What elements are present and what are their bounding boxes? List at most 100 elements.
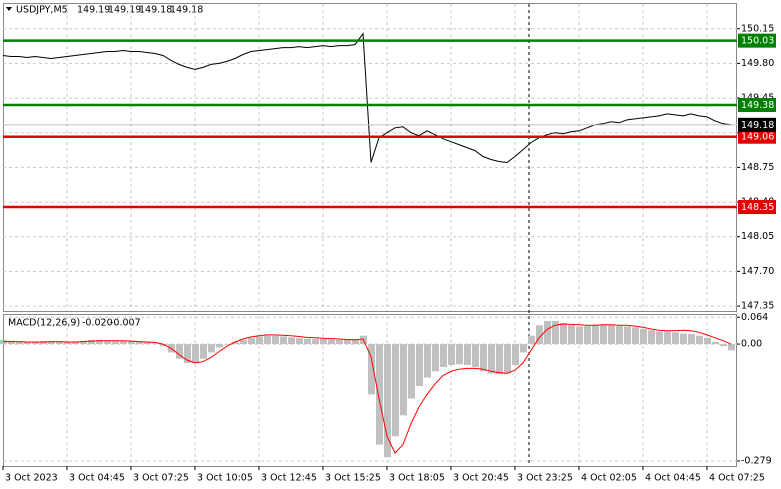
histogram-bar <box>504 344 511 374</box>
histogram-bar <box>584 326 591 345</box>
level-label-box <box>738 129 776 144</box>
histogram-bar <box>40 341 47 345</box>
low: 149.18 <box>139 5 172 16</box>
price-line <box>2 32 732 164</box>
histogram-bar <box>8 340 15 345</box>
x-tick-label: 3 Oct 12:45 <box>261 473 317 484</box>
histogram-bar <box>328 339 335 345</box>
histogram-bar <box>392 344 399 437</box>
y-tick-label: 149.80 <box>741 58 774 69</box>
histogram-bar <box>632 327 639 345</box>
histogram-bar <box>560 323 567 345</box>
histogram-bar <box>32 341 39 345</box>
x-tick-label: 4 Oct 02:05 <box>581 473 637 484</box>
histogram-bar <box>448 344 455 366</box>
level-label-box <box>738 33 776 48</box>
x-tick-label: 3 Oct 23:25 <box>517 473 573 484</box>
histogram-bar <box>440 344 447 368</box>
histogram-bar <box>64 342 71 345</box>
y-tick-label: 147.35 <box>741 301 774 312</box>
histogram-bar <box>264 335 271 345</box>
macd-reading: -0.020 <box>82 318 113 329</box>
y-tick-label: 148.75 <box>741 162 774 173</box>
histogram-bar <box>160 344 167 347</box>
histogram-bar <box>104 340 111 345</box>
histogram-bar <box>568 325 575 345</box>
histogram-bar <box>488 344 495 374</box>
histogram-bar <box>280 336 287 345</box>
histogram-bar <box>624 326 631 345</box>
histogram-bar <box>648 330 655 345</box>
histogram-bar <box>616 326 623 345</box>
histogram-bar <box>672 332 679 345</box>
histogram-bar <box>408 344 415 399</box>
histogram-bar <box>88 339 95 345</box>
histogram-bar <box>704 337 711 345</box>
histogram-bar <box>528 335 535 345</box>
histogram-bar <box>120 341 127 345</box>
histogram-bar <box>544 321 551 345</box>
histogram-bar <box>304 338 311 345</box>
histogram-bar <box>24 341 31 345</box>
level-label: 149.38 <box>741 100 774 111</box>
histogram-bar <box>696 335 703 345</box>
histogram-bar <box>640 328 647 345</box>
menu-triangle <box>6 7 12 11</box>
histogram-bar <box>520 344 527 353</box>
level-label: 150.03 <box>741 36 774 47</box>
histogram-bar <box>376 344 383 445</box>
signal-line <box>3 323 732 454</box>
histogram-bar <box>296 338 303 345</box>
histogram-bar <box>552 321 559 345</box>
histogram-bar <box>232 341 239 345</box>
histogram-bar <box>656 331 663 345</box>
level-label: 148.35 <box>741 202 774 213</box>
y-tick-label: 148.05 <box>741 231 774 242</box>
histogram-bar <box>112 340 119 345</box>
histogram-bar <box>680 333 687 345</box>
histogram-bar <box>368 344 375 395</box>
histogram-bar <box>432 344 439 372</box>
histogram-bar <box>128 341 135 345</box>
histogram-bar <box>344 339 351 345</box>
histogram-bar <box>248 337 255 345</box>
histogram-bar <box>80 340 87 345</box>
histogram-bar <box>200 344 207 359</box>
histogram-bar <box>576 326 583 345</box>
x-tick-label: 3 Oct 07:25 <box>133 473 189 484</box>
histogram-bar <box>400 344 407 416</box>
histogram-bar <box>352 339 359 345</box>
histogram-bar <box>288 337 295 345</box>
histogram-bar <box>536 325 543 345</box>
x-tick-label: 3 Oct 18:05 <box>389 473 445 484</box>
histogram-bar <box>272 335 279 345</box>
y-tick-label: 0.064 <box>741 312 768 323</box>
histogram-bar <box>480 344 487 372</box>
histogram-bar <box>720 344 727 347</box>
last-price-label: 149.18 <box>741 120 774 131</box>
histogram-bar <box>664 331 671 345</box>
y-tick-label: -0.279 <box>741 455 772 466</box>
x-tick-label: 3 Oct 20:45 <box>453 473 509 484</box>
level-label: 149.06 <box>741 132 774 143</box>
symbol-title: USDJPY,M5 <box>16 5 68 16</box>
histogram-bar <box>416 344 423 386</box>
histogram-bar <box>728 344 735 351</box>
histogram-bar <box>72 341 79 345</box>
histogram-bar <box>208 344 215 353</box>
x-tick-label: 3 Oct 10:05 <box>197 473 253 484</box>
histogram-bar <box>424 344 431 378</box>
macd-panel <box>3 314 737 467</box>
histogram-bar <box>144 342 151 345</box>
histogram-bar <box>608 325 615 345</box>
histogram-bar <box>320 339 327 345</box>
histogram-bar <box>456 344 463 365</box>
last-price-box <box>738 117 776 132</box>
y-tick-label: 0.00 <box>741 339 762 350</box>
x-tick-label: 3 Oct 2023 <box>5 473 58 484</box>
histogram-bar <box>464 344 471 366</box>
histogram-bar <box>600 324 607 345</box>
high: 149.19 <box>108 5 141 16</box>
histogram-bar <box>336 339 343 345</box>
